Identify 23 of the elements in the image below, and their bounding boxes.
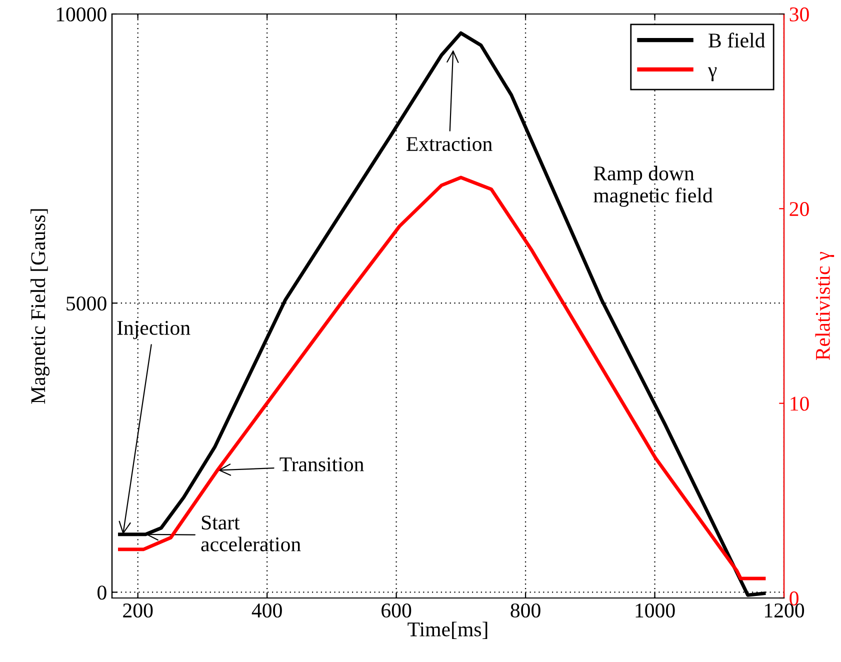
- y2-axis-title: Relativistic γ: [815, 252, 834, 360]
- annotation: Start acceleration: [201, 516, 301, 552]
- x-tick-label: 1200: [765, 603, 804, 618]
- annotation: Ramp down magnetic field: [594, 166, 713, 207]
- y-axis-title: Magnetic Field [Gauss]: [30, 209, 50, 404]
- legend-label: γ: [708, 67, 717, 82]
- x-tick-label: 200: [123, 603, 153, 618]
- y2-tick-label: 10: [790, 396, 809, 411]
- y2-tick-label: 30: [790, 7, 809, 22]
- legend-label: B field: [708, 32, 765, 48]
- y-tick-label: 0: [98, 586, 106, 600]
- annotation: Transition: [280, 457, 364, 472]
- y-tick-label: 5000: [66, 296, 106, 311]
- annotation: Extraction: [406, 137, 492, 152]
- x-axis-title: Time[ms]: [408, 622, 488, 639]
- x-tick-label: 400: [252, 603, 282, 618]
- y-tick-label: 10000: [56, 7, 106, 22]
- x-tick-label: 600: [382, 603, 412, 618]
- annotation: Injection: [117, 320, 190, 340]
- y2-tick-label: 20: [790, 202, 809, 216]
- x-tick-label: 800: [510, 603, 540, 618]
- y2-tick-label: 0: [790, 591, 798, 606]
- x-tick-label: 1000: [636, 603, 675, 618]
